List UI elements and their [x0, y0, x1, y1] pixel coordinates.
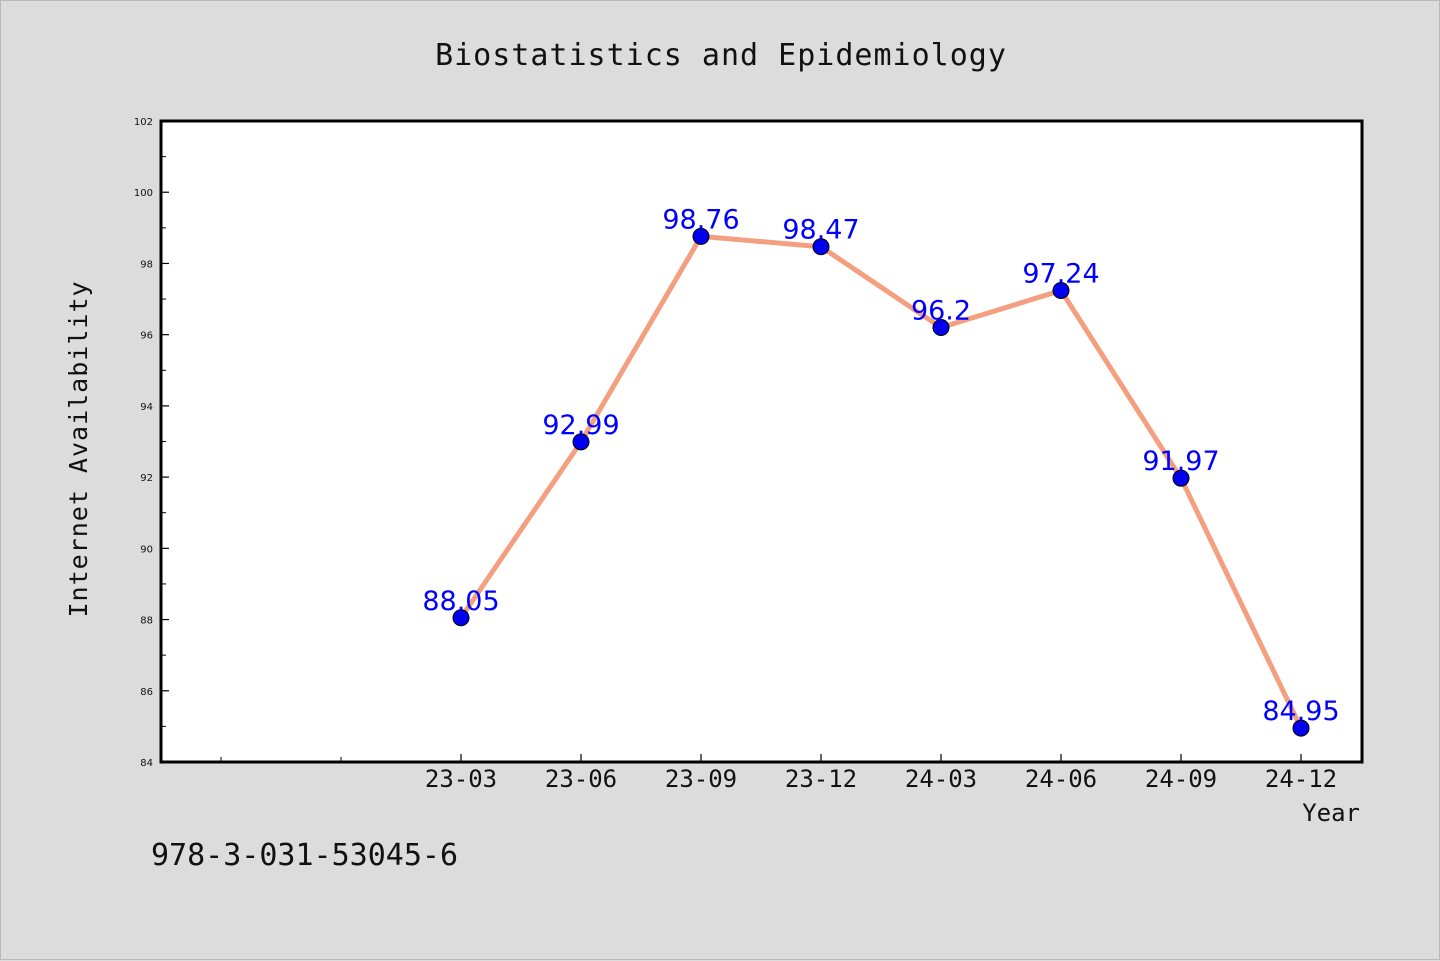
y-tick-label: 92 — [140, 473, 153, 484]
y-tick-label: 86 — [140, 687, 153, 698]
data-label: 88.05 — [422, 586, 499, 617]
x-tick-label: 24-06 — [1025, 765, 1097, 793]
y-tick-label: 96 — [140, 331, 153, 342]
data-point — [812, 238, 830, 256]
chart-title: Biostatistics and Epidemiology — [435, 38, 1007, 73]
x-tick-label: 23-06 — [545, 765, 617, 793]
series-layer: 88.05 92.99 98.76 98.47 96.2 97.24 91.97 84.95 — [422, 204, 1340, 737]
data-label: 98.76 — [662, 204, 739, 235]
data-label: 97.24 — [1022, 259, 1099, 290]
data-point — [572, 433, 590, 451]
y-tick-label: 84 — [140, 758, 153, 769]
x-tick-label: 23-09 — [665, 765, 737, 793]
x-tick-label: 23-03 — [425, 765, 497, 793]
data-label: 91.97 — [1142, 446, 1219, 477]
data-label: 98.47 — [782, 215, 859, 246]
x-tick-label: 24-03 — [905, 765, 977, 793]
y-axis-label: Internet Availability — [64, 280, 93, 617]
data-point — [1052, 282, 1070, 300]
data-point — [1172, 469, 1190, 487]
x-axis: 23-03 23-06 23-09 23-12 24-03 24-06 24-09 24-12 — [220, 754, 1337, 793]
data-point — [692, 227, 710, 245]
y-axis: 84 86 88 90 92 94 96 98 100 102 — [134, 117, 169, 769]
x-axis-label: Year — [1302, 799, 1360, 827]
y-tick-label: 100 — [134, 188, 153, 199]
data-point — [932, 319, 950, 337]
x-tick-label: 24-12 — [1265, 765, 1337, 793]
data-label: 92.99 — [542, 410, 619, 441]
data-point — [1292, 719, 1310, 737]
y-tick-label: 90 — [140, 544, 153, 555]
x-tick-label: 23-12 — [785, 765, 857, 793]
data-label: 96.2 — [911, 296, 971, 327]
footer-identifier: 978-3-031-53045-6 — [151, 838, 458, 873]
x-tick-label: 24-09 — [1145, 765, 1217, 793]
series-line — [458, 233, 1304, 731]
plot-area — [159, 119, 1364, 764]
y-tick-label: 98 — [140, 259, 153, 270]
y-tick-label: 94 — [140, 402, 153, 413]
data-label: 84.95 — [1262, 696, 1339, 727]
data-point — [452, 609, 470, 627]
y-tick-label: 88 — [140, 616, 153, 627]
y-tick-label: 102 — [134, 117, 153, 128]
